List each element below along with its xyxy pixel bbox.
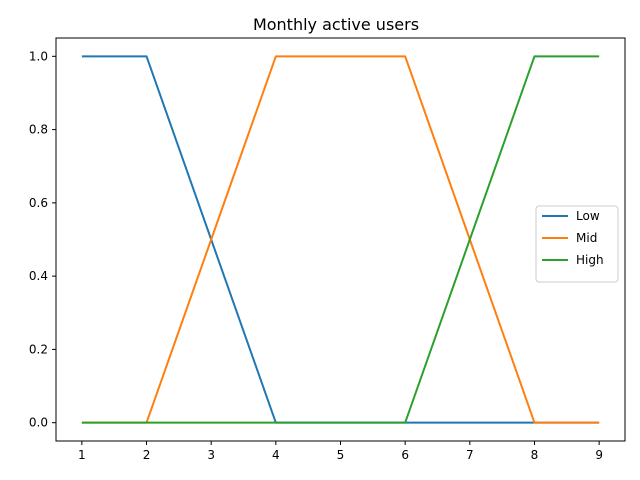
x-tick-label: 5 xyxy=(337,448,345,462)
legend-label: Mid xyxy=(576,231,597,245)
series-line-mid xyxy=(81,55,600,424)
x-tick-label: 8 xyxy=(531,448,539,462)
legend: Low Mid High xyxy=(535,205,619,283)
x-tick-label: 7 xyxy=(466,448,474,462)
legend-label: High xyxy=(576,253,604,267)
legend-label: Low xyxy=(576,209,600,223)
series-layer xyxy=(81,55,600,424)
y-tick-label: 0.6 xyxy=(29,196,48,210)
y-tick-label: 0.8 xyxy=(29,123,48,137)
legend-box xyxy=(535,205,619,283)
chart-title: Monthly active users xyxy=(253,15,419,34)
y-tick-label: 1.0 xyxy=(29,49,48,63)
y-tick-label: 0.2 xyxy=(29,342,48,356)
y-axis: 0.0 0.2 0.4 0.6 0.8 1.0 xyxy=(29,49,56,430)
x-tick-label: 9 xyxy=(595,448,603,462)
x-tick-label: 3 xyxy=(207,448,215,462)
x-tick-label: 4 xyxy=(272,448,280,462)
series-line-high xyxy=(81,55,600,424)
y-tick-label: 0.0 xyxy=(29,416,48,430)
x-axis: 1 2 3 4 5 6 7 8 9 xyxy=(78,441,603,462)
x-tick-label: 1 xyxy=(78,448,86,462)
y-tick-label: 0.4 xyxy=(29,269,48,283)
x-tick-label: 2 xyxy=(143,448,151,462)
x-tick-label: 6 xyxy=(401,448,409,462)
